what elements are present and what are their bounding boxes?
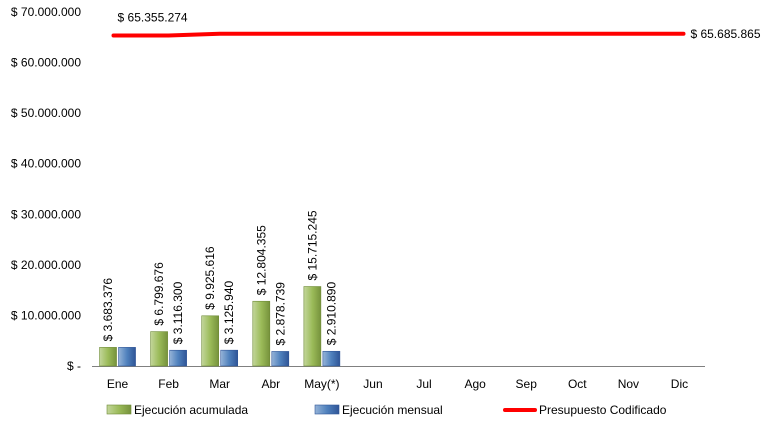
y-tick-label: $ 70.000.000 [11, 5, 81, 19]
bar-ejecucion-mensual [169, 349, 187, 367]
bar-ejecucion-mensual [118, 347, 136, 367]
bar-ejecucion-acumulada [99, 347, 117, 367]
bar-value-label: $ 2.910.890 [324, 282, 338, 346]
y-tick-label: $ 10.000.000 [11, 308, 81, 322]
bar-ejecucion-acumulada [252, 300, 271, 367]
y-tick-label: $ 30.000.000 [11, 207, 81, 221]
x-tick-label: Mar [209, 377, 230, 391]
y-tick-label: $ 50.000.000 [11, 106, 81, 120]
bar-ejecucion-acumulada [150, 331, 168, 367]
bar-value-label: $ 6.799.676 [152, 262, 166, 326]
x-tick-label: Abr [261, 377, 280, 391]
x-tick-label: Nov [618, 377, 639, 391]
y-axis: $ - $ 10.000.000 $ 20.000.000 $ 30.000.000 $… [11, 5, 81, 373]
x-tick-label: Dic [671, 377, 688, 391]
legend-label: Ejecución mensual [342, 403, 443, 417]
legend-label: Presupuesto Codificado [539, 403, 667, 417]
x-tick-label: Feb [158, 377, 179, 391]
legend-swatch [106, 404, 132, 415]
x-tick-label: Jun [363, 377, 382, 391]
legend-label: Ejecución acumulada [134, 403, 248, 417]
data-labels: $ 3.683.376 $ 6.799.676 $ 9.925.616 $ 12.80… [101, 10, 761, 345]
bar-value-label: $ 3.683.376 [101, 278, 115, 342]
bars [99, 286, 341, 367]
budget-end-label: $ 65.685.865 [690, 27, 760, 41]
legend-swatch [314, 404, 340, 415]
x-tick-label: Ago [464, 377, 486, 391]
bar-ejecucion-mensual [271, 351, 290, 367]
bar-value-label: $ 12.804.355 [254, 225, 268, 295]
bar-ejecucion-mensual [220, 349, 239, 367]
bar-ejecucion-acumulada [201, 315, 220, 367]
bar-value-label: $ 15.715.245 [305, 210, 319, 280]
y-tick-label: $ 60.000.000 [11, 56, 81, 70]
bar-value-label: $ 2.878.739 [273, 282, 287, 346]
x-tick-label: Jul [416, 377, 431, 391]
y-tick-label: $ - [67, 359, 81, 373]
x-tick-label: Oct [568, 377, 587, 391]
bar-value-label: $ 3.116.300 [171, 281, 185, 344]
budget-line-layer [111, 31, 686, 38]
bar-ejecucion-mensual [322, 350, 341, 367]
x-axis: Ene Feb Mar Abr May(*) Jun Jul Ago Sep Oct Nov Dic [92, 366, 705, 391]
bar-ejecucion-acumulada [303, 286, 322, 367]
x-tick-label: May(*) [304, 377, 339, 391]
budget-line [111, 31, 686, 38]
y-tick-label: $ 20.000.000 [11, 258, 81, 272]
budget-start-label: $ 65.355.274 [118, 10, 188, 24]
x-tick-label: Sep [516, 377, 538, 391]
y-tick-label: $ 40.000.000 [11, 157, 81, 171]
bar-value-label: $ 9.925.616 [203, 246, 217, 310]
legend: Ejecución acumulada Ejecución mensual Pres… [106, 403, 667, 417]
x-tick-label: Ene [107, 377, 129, 391]
bar-value-label: $ 3.125.940 [222, 280, 236, 344]
